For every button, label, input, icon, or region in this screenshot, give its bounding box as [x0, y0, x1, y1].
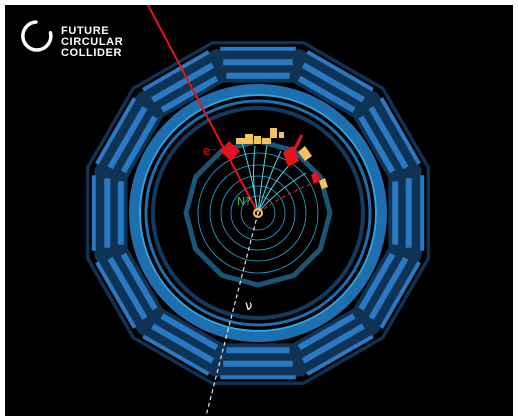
calorimeter-gap-outer — [89, 44, 427, 382]
calorimeter-cell — [358, 252, 396, 311]
calorimeter-cell — [107, 106, 148, 170]
calorimeter-cell — [358, 115, 396, 174]
interaction-vertex — [253, 208, 263, 218]
energy-deposit — [236, 138, 245, 144]
electron-track — [147, 5, 259, 214]
vertex-center — [256, 211, 260, 215]
ecal-ring — [151, 106, 365, 320]
calorimeter-cell — [95, 261, 137, 329]
charged-track — [257, 162, 292, 214]
logo-line-circular: CIRCULAR — [61, 36, 123, 48]
energy-deposit — [254, 136, 261, 144]
event-display: FUTURE CIRCULAR COLLIDER e⁻ N? ν — [5, 5, 513, 416]
energy-deposit — [279, 132, 284, 138]
calorimeter-cell — [297, 75, 356, 113]
calorimeter-cell — [301, 323, 365, 364]
energy-deposit — [262, 138, 271, 144]
solenoid-inner-ring — [144, 99, 372, 327]
logo-ring-icon — [21, 20, 53, 52]
calorimeter-cell — [160, 75, 219, 113]
calorimeter-cell — [151, 62, 215, 103]
energy-deposit — [270, 128, 277, 138]
calorimeter-cell — [368, 256, 409, 320]
tracker-layer — [220, 175, 296, 251]
energy-deposit — [298, 146, 312, 161]
calorimeter-cell — [379, 261, 421, 329]
calorimeter-cell — [107, 256, 148, 320]
calorimeter-cell — [142, 334, 210, 376]
energy-deposit — [319, 178, 328, 189]
calorimeter-cell — [142, 50, 210, 92]
tracker-layer — [197, 152, 319, 274]
solenoid-ring — [129, 84, 387, 342]
electron-deposit — [220, 141, 240, 161]
calorimeter-cell — [379, 97, 421, 165]
logo-line-future: FUTURE — [61, 25, 109, 37]
charged-track — [257, 150, 282, 214]
electron-deposit — [311, 171, 320, 184]
calorimeter-cell — [301, 62, 365, 103]
calorimeter-cell — [120, 115, 158, 174]
calorimeter-cell — [306, 50, 374, 92]
neutrino-label: ν — [245, 299, 252, 314]
charged-track — [257, 144, 268, 214]
fcc-logo: FUTURE CIRCULAR COLLIDER — [21, 20, 123, 59]
tracker-layer — [209, 164, 307, 262]
logo-line-collider: COLLIDER — [61, 47, 122, 59]
charged-track — [253, 145, 259, 214]
calorimeter-cell — [95, 97, 137, 165]
neutral-lepton-label: N? — [237, 195, 251, 208]
tracker-layer — [230, 185, 286, 241]
calorimeter-cell — [297, 313, 356, 351]
calorimeter-cell — [368, 106, 409, 170]
calorimeter-cell — [151, 323, 215, 364]
calorimeter-cell — [160, 313, 219, 351]
electron-label: e⁻ — [203, 144, 217, 158]
solenoid-highlight — [139, 94, 377, 332]
electron-deposit — [289, 134, 304, 157]
energy-deposit — [245, 134, 253, 144]
calorimeter-cell — [120, 252, 158, 311]
calorimeter-cell — [306, 334, 374, 376]
tracker-layer — [240, 195, 276, 231]
tracks-layer — [147, 5, 328, 416]
